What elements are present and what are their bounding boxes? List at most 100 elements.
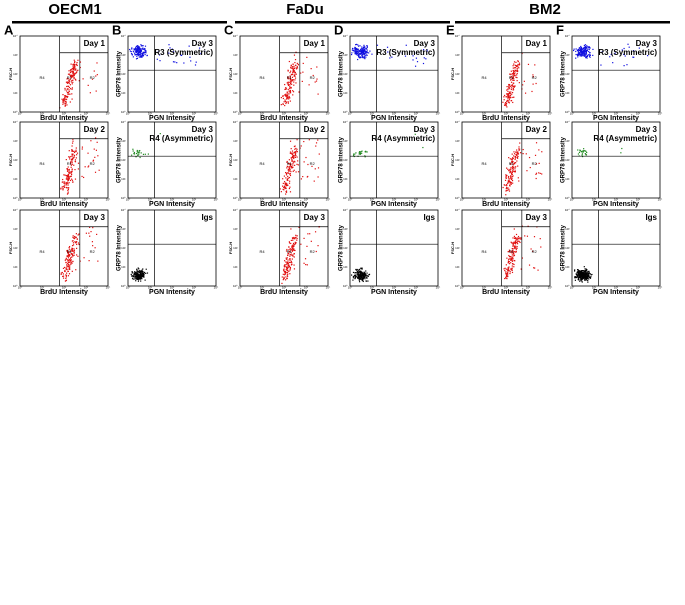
- event-dot: [582, 53, 583, 54]
- event-dot: [584, 45, 585, 46]
- event-dot: [577, 56, 578, 57]
- event-dot: [131, 47, 132, 48]
- event-dot: [70, 88, 71, 89]
- event-dot: [66, 175, 67, 176]
- event-dot: [295, 235, 296, 236]
- event-dot: [142, 53, 143, 54]
- event-dot: [71, 172, 72, 173]
- event-dot: [298, 91, 299, 92]
- event-dot: [295, 157, 296, 158]
- event-dot: [281, 191, 282, 192]
- event-dot: [282, 178, 283, 179]
- y-tick-label: 10⁴: [121, 120, 126, 124]
- event-dot: [513, 64, 514, 65]
- x-tick-label: 10²: [170, 111, 174, 115]
- event-dot: [283, 95, 284, 96]
- event-dot: [516, 160, 517, 161]
- event-dot: [512, 178, 513, 179]
- event-dot: [506, 269, 507, 270]
- event-dot: [516, 149, 517, 150]
- event-dot: [301, 145, 302, 146]
- event-dot: [294, 165, 295, 166]
- event-dot: [132, 271, 133, 272]
- event-dot: [293, 66, 294, 67]
- event-dot: [353, 272, 354, 273]
- event-dot: [580, 273, 581, 274]
- event-dot: [292, 68, 293, 69]
- event-dot: [74, 68, 75, 69]
- event-dot: [288, 265, 289, 266]
- event-dot: [511, 182, 512, 183]
- event-dot: [291, 65, 292, 66]
- event-dot: [513, 70, 514, 71]
- event-dot: [97, 74, 98, 75]
- event-dot: [287, 257, 288, 258]
- event-dot: [289, 166, 290, 167]
- event-dot: [356, 272, 357, 273]
- event-dot: [286, 259, 287, 260]
- event-dot: [290, 268, 291, 269]
- event-dot: [195, 64, 196, 65]
- x-tick-label: 10²: [170, 285, 174, 289]
- event-dot: [72, 240, 73, 241]
- event-dot: [540, 238, 541, 239]
- event-dot: [369, 51, 370, 52]
- event-dot: [513, 88, 514, 89]
- event-dot: [316, 142, 317, 143]
- region-label: R4: [481, 75, 487, 80]
- event-dot: [289, 273, 290, 274]
- x-tick-label: 10²: [62, 285, 66, 289]
- event-dot: [69, 169, 70, 170]
- event-dot: [505, 271, 506, 272]
- event-dot: [510, 256, 511, 257]
- event-dot: [363, 52, 364, 53]
- event-dot: [585, 48, 586, 49]
- event-dot: [73, 235, 74, 236]
- event-dot: [289, 262, 290, 263]
- y-tick-label: 10⁴: [233, 120, 238, 124]
- event-dot: [581, 275, 582, 276]
- x-tick-label: 10³: [526, 285, 530, 289]
- event-dot: [514, 153, 515, 154]
- group-header: BM2: [529, 1, 561, 18]
- event-dot: [293, 243, 294, 244]
- event-dot: [70, 263, 71, 264]
- event-dot: [135, 280, 136, 281]
- event-dot: [315, 145, 316, 146]
- event-dot: [584, 50, 585, 51]
- event-dot: [290, 243, 291, 244]
- event-dot: [515, 67, 516, 68]
- x-tick-label: 10⁰: [348, 197, 353, 201]
- event-dot: [365, 48, 366, 49]
- event-dot: [584, 52, 585, 53]
- event-dot: [362, 55, 363, 56]
- event-dot: [296, 150, 297, 151]
- event-dot: [587, 48, 588, 49]
- event-dot: [284, 264, 285, 265]
- y-tick-label: 10⁰: [13, 110, 18, 114]
- x-axis-label: PGN Intensity: [149, 289, 195, 296]
- event-dot: [583, 48, 584, 49]
- event-dot: [315, 168, 316, 169]
- event-dot: [75, 269, 76, 270]
- event-dot: [579, 281, 580, 282]
- y-tick-label: 10⁰: [343, 284, 348, 288]
- event-dot: [288, 96, 289, 97]
- event-dot: [134, 54, 135, 55]
- event-dot: [285, 272, 286, 273]
- event-dot: [75, 161, 76, 162]
- event-dot: [292, 150, 293, 151]
- event-dot: [510, 258, 511, 259]
- event-dot: [286, 257, 287, 258]
- y-tick-label: 10⁴: [565, 120, 570, 124]
- event-dot: [359, 280, 360, 281]
- event-dot: [72, 82, 73, 83]
- event-dot: [290, 254, 291, 255]
- event-dot: [289, 187, 290, 188]
- event-dot: [504, 99, 505, 100]
- event-dot: [284, 274, 285, 275]
- event-dot: [288, 85, 289, 86]
- event-dot: [68, 275, 69, 276]
- event-dot: [314, 181, 315, 182]
- x-tick-label: 10²: [392, 111, 396, 115]
